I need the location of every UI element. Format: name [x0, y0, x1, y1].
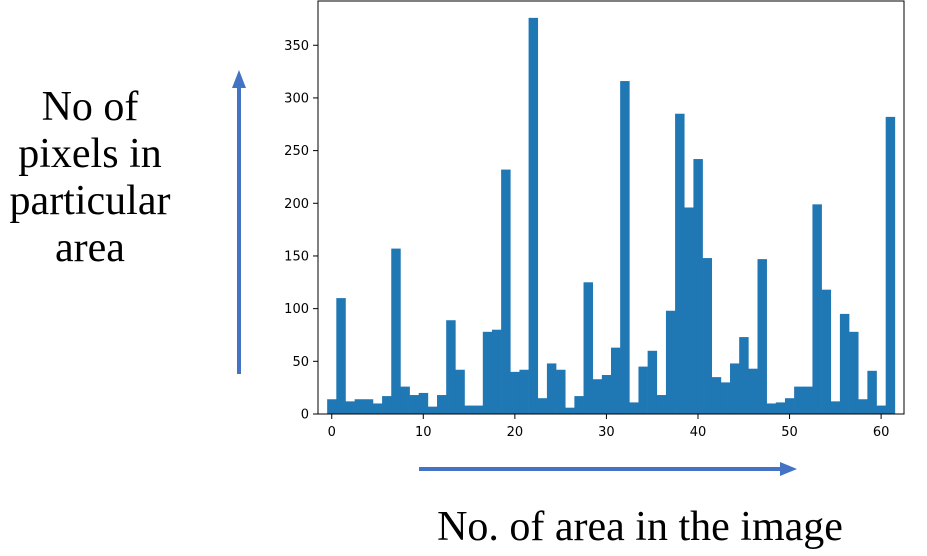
bar-34: [638, 366, 648, 414]
bars-group: [327, 17, 896, 415]
bar-26: [565, 407, 575, 414]
x-tick-label: 10: [415, 425, 432, 440]
bar-58: [858, 399, 868, 414]
bar-46: [748, 368, 758, 414]
bar-57: [849, 331, 859, 414]
bar-38: [675, 113, 685, 414]
bar-3: [354, 399, 365, 414]
bar-47: [757, 259, 767, 415]
bar-13: [446, 320, 456, 414]
bar-30: [601, 375, 612, 414]
bar-18: [491, 329, 502, 414]
bar-53: [812, 204, 822, 414]
bar-55: [830, 401, 841, 414]
bar-43: [720, 382, 731, 414]
bar-23: [537, 398, 548, 414]
bar-16: [473, 405, 484, 414]
bar-33: [629, 402, 639, 414]
bar-7: [391, 248, 401, 414]
y-tick-label: 0: [301, 408, 309, 423]
bar-51: [794, 386, 804, 414]
bar-36: [656, 395, 667, 414]
bar-48: [766, 403, 777, 414]
bar-10: [418, 392, 429, 414]
bar-59: [867, 370, 877, 414]
y-tick-label: 100: [284, 302, 309, 317]
y-axis-title-line-3: particular: [9, 178, 171, 224]
bar-39: [684, 207, 694, 414]
y-tick-label: 250: [284, 144, 309, 159]
y-axis-title-line-2: pixels in: [18, 131, 162, 177]
bar-37: [665, 310, 676, 414]
bar-24: [546, 363, 557, 414]
y-tick-label: 150: [284, 249, 309, 264]
bar-40: [693, 159, 703, 414]
x-tick-label: 60: [873, 425, 890, 440]
bar-19: [501, 169, 511, 414]
y-axis-arrow: [232, 70, 246, 374]
bar-12: [437, 395, 447, 414]
x-tick-label: 20: [507, 425, 524, 440]
y-tick-label: 300: [284, 91, 309, 106]
bar-0: [327, 399, 337, 414]
bar-21: [519, 369, 529, 414]
bar-2: [345, 401, 355, 414]
y-tick-label: 350: [284, 39, 309, 54]
bar-20: [510, 371, 520, 414]
bar-49: [775, 402, 786, 414]
x-tick-label: 40: [690, 425, 707, 440]
y-axis-title: No of pixels in particular area: [0, 84, 180, 272]
y-tick-label: 200: [284, 197, 309, 212]
bar-56: [839, 313, 850, 414]
bar-52: [803, 386, 813, 414]
bar-54: [821, 289, 832, 414]
bar-9: [409, 395, 420, 414]
y-axis-title-line-4: area: [55, 225, 125, 271]
plot-frame: [317, 0, 905, 415]
bar-17: [482, 331, 493, 414]
bar-50: [784, 398, 795, 414]
bar-35: [647, 350, 658, 414]
bar-60: [876, 405, 886, 414]
y-axis-title-line-1: No of: [41, 84, 139, 130]
bar-14: [455, 369, 465, 414]
bar-32: [620, 81, 630, 414]
y-ticks-group: 0 50 100 150 200 250 300 350: [284, 39, 318, 423]
bar-27: [574, 396, 584, 414]
bar-61: [885, 116, 896, 414]
bar-25: [556, 369, 566, 414]
x-ticks-group: 0 10 20 30 40 50 60: [328, 414, 890, 440]
bar-44: [730, 363, 740, 414]
bar-4: [363, 399, 374, 414]
bar-15: [464, 405, 474, 414]
bar-1: [336, 298, 346, 414]
bar-42: [711, 377, 722, 415]
bar-29: [592, 379, 603, 414]
bar-6: [382, 396, 392, 414]
bar-22: [528, 17, 539, 415]
x-tick-label: 50: [781, 425, 798, 440]
x-axis-title: No. of area in the image: [437, 504, 843, 550]
bar-28: [583, 282, 593, 414]
x-tick-label: 30: [598, 425, 615, 440]
bar-45: [739, 337, 749, 414]
x-tick-label: 0: [328, 425, 336, 440]
y-tick-label: 50: [292, 355, 309, 370]
bar-41: [702, 258, 713, 414]
bar-8: [400, 386, 410, 414]
bar-31: [611, 347, 621, 415]
bar-11: [427, 406, 438, 415]
x-axis-arrow: [419, 462, 797, 476]
bar-5: [372, 403, 383, 414]
